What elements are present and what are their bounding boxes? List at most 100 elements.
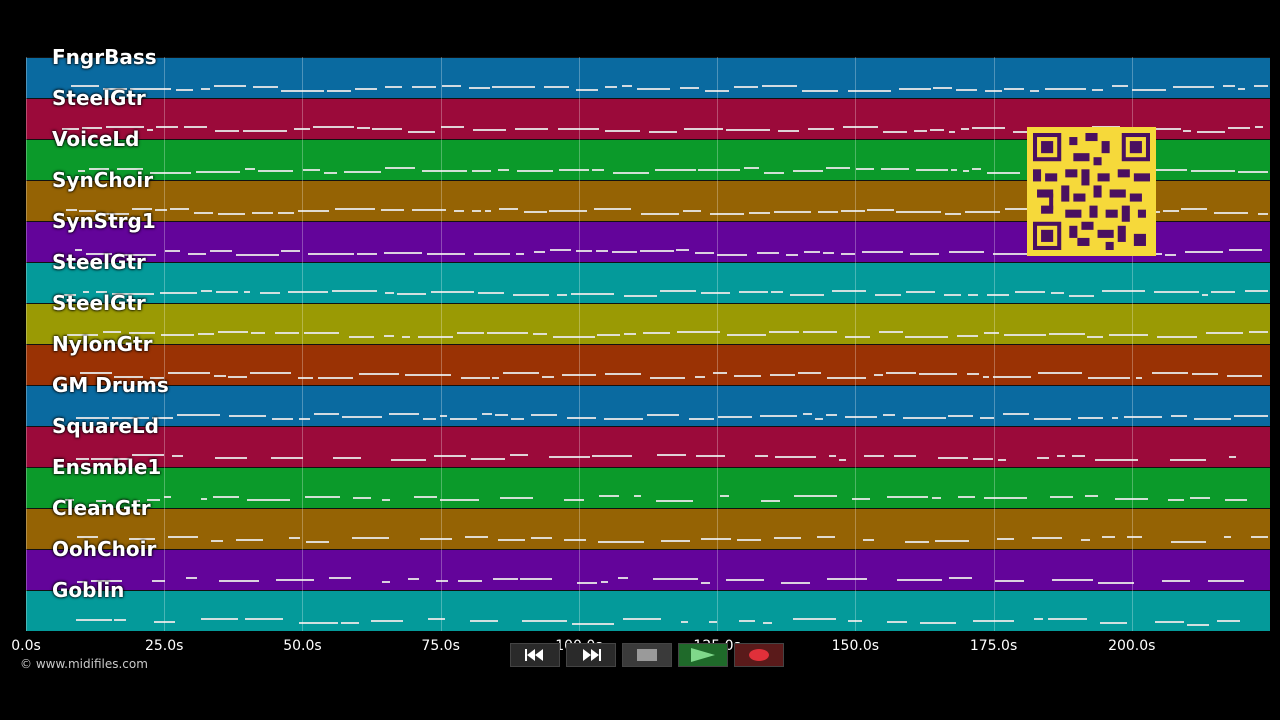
note-mark [78, 169, 86, 172]
note-mark [305, 496, 341, 499]
note-mark [287, 290, 329, 293]
piano-roll [26, 57, 1270, 631]
note-mark [1014, 291, 1046, 294]
note-mark [520, 577, 552, 580]
note-mark [680, 87, 700, 90]
note-mark [1047, 617, 1088, 620]
note-mark [1100, 621, 1128, 624]
track-label: SynChoir [52, 168, 154, 192]
note-mark [76, 619, 112, 622]
note-mark [215, 291, 238, 294]
note-mark [1253, 85, 1268, 88]
note-mark [440, 414, 448, 417]
note-mark [1181, 207, 1208, 210]
note-mark [423, 417, 437, 420]
note-mark [694, 375, 705, 378]
note-mark [712, 372, 728, 375]
note-mark [151, 417, 174, 420]
note-mark [683, 128, 723, 131]
note-mark [1154, 127, 1181, 130]
note-mark [1217, 620, 1240, 623]
note-mark [994, 580, 1024, 583]
note-mark [516, 253, 525, 256]
note-mark [132, 454, 164, 457]
note-mark [980, 416, 994, 419]
note-mark [150, 377, 164, 380]
note-mark [343, 170, 382, 173]
note-mark [1170, 415, 1187, 418]
note-mark [64, 499, 74, 502]
note-mark [984, 497, 1027, 500]
note-mark [1003, 88, 1025, 91]
note-mark [916, 169, 949, 172]
note-mark [177, 413, 220, 416]
note-mark [197, 332, 214, 335]
note-mark [829, 454, 836, 457]
note-mark [949, 576, 972, 579]
note-mark [1115, 497, 1148, 500]
note-mark [1233, 414, 1268, 417]
note-mark [754, 455, 769, 458]
note-mark [1205, 331, 1243, 334]
note-mark [1193, 418, 1231, 421]
note-mark [596, 333, 620, 336]
note-mark [382, 581, 390, 584]
note-mark [1056, 454, 1066, 457]
note-mark [653, 578, 699, 581]
note-mark [333, 456, 361, 459]
note-mark [973, 620, 1015, 623]
note-mark [498, 539, 525, 541]
note-mark [709, 212, 744, 215]
note-mark [827, 376, 866, 379]
note-mark [163, 495, 172, 498]
track-label: Ensmble1 [52, 455, 162, 479]
note-mark [1244, 290, 1268, 293]
note-mark [1109, 333, 1148, 336]
note-mark [681, 620, 689, 623]
note-mark [827, 577, 867, 580]
note-mark [903, 416, 947, 419]
note-mark [245, 617, 283, 620]
record-button[interactable] [734, 643, 784, 667]
note-mark [688, 418, 714, 421]
stop-button[interactable] [622, 643, 672, 667]
note-mark [851, 498, 870, 501]
note-mark [1183, 129, 1192, 132]
note-mark [358, 373, 399, 376]
note-mark [764, 172, 785, 175]
time-gridline [164, 57, 166, 631]
rewind-button[interactable] [510, 643, 560, 667]
note-mark [1228, 126, 1251, 129]
note-mark [1222, 84, 1236, 87]
note-mark [613, 172, 650, 175]
note-mark [748, 212, 771, 215]
note-mark [278, 212, 295, 215]
note-mark [548, 456, 590, 459]
note-mark [825, 167, 851, 170]
note-mark [771, 291, 783, 294]
time-tick-label: 0.0s [11, 638, 41, 654]
note-mark [534, 251, 545, 254]
note-mark [972, 126, 1005, 129]
note-mark [886, 372, 917, 375]
note-mark [1257, 212, 1268, 215]
note-mark [354, 87, 378, 90]
note-mark [219, 580, 260, 583]
note-mark [634, 494, 641, 497]
note-mark [1173, 85, 1214, 88]
note-mark [128, 331, 155, 334]
fast-forward-button[interactable] [566, 643, 616, 667]
note-mark [331, 290, 377, 293]
note-mark [874, 294, 901, 297]
transport-controls [510, 643, 784, 670]
note-mark [235, 538, 263, 541]
play-button[interactable] [678, 643, 728, 667]
note-mark [967, 294, 978, 297]
note-mark [383, 334, 395, 337]
note-mark [1080, 539, 1091, 542]
note-mark [213, 374, 226, 377]
note-mark [822, 252, 834, 255]
note-mark [1191, 373, 1219, 376]
note-mark [1207, 580, 1244, 583]
note-mark [1084, 495, 1099, 498]
